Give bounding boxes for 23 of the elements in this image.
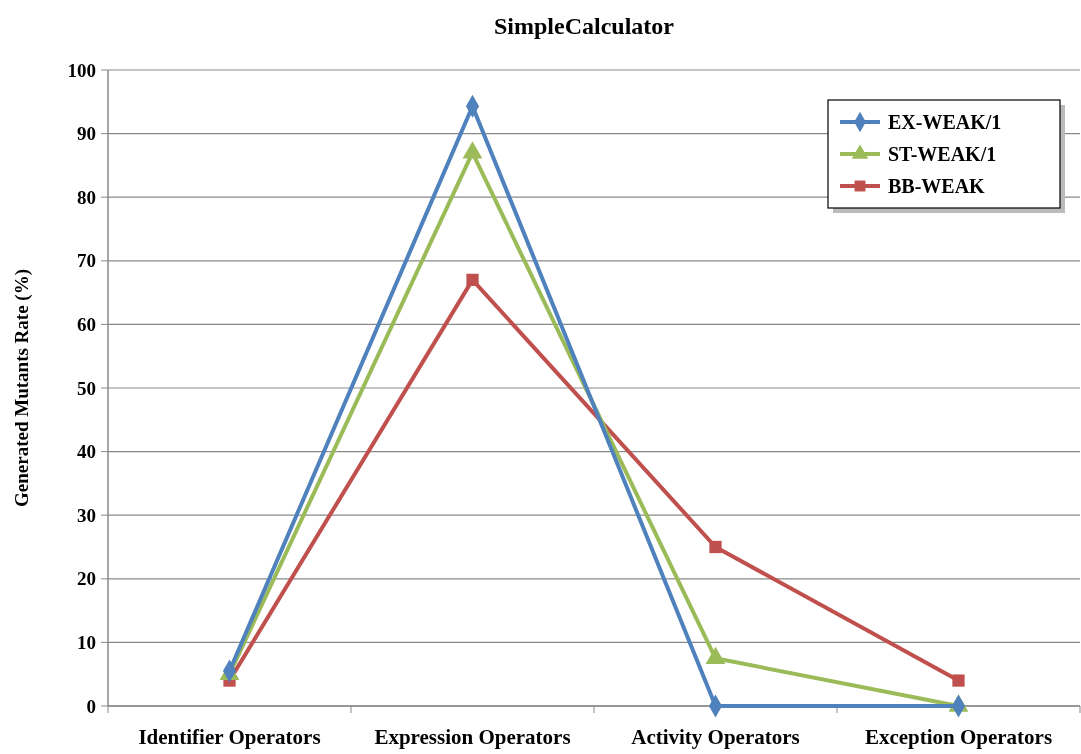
y-tick-label: 70 — [77, 250, 96, 272]
point — [952, 674, 965, 687]
legend-label: ST-WEAK/1 — [888, 143, 997, 165]
point — [709, 540, 722, 554]
legend-label: EX-WEAK/1 — [888, 111, 1002, 133]
x-tick-label: Expression Operators — [374, 725, 571, 749]
y-tick-label: 60 — [77, 314, 96, 336]
y-tick-label: 50 — [77, 377, 96, 399]
x-tick-label: Exception Operators — [864, 725, 1053, 749]
y-axis-title: Generated Mutants Rate (%) — [11, 269, 33, 507]
y-tick-label: 80 — [77, 186, 96, 208]
y-tick-label: 100 — [67, 59, 96, 81]
point — [466, 273, 479, 286]
y-tick-label: 20 — [77, 568, 96, 590]
y-tick-label: 40 — [77, 441, 96, 463]
x-tick-label: Activity Operators — [631, 725, 800, 749]
x-tick-label: Identifier Operators — [138, 725, 321, 749]
y-tick-label: 10 — [77, 632, 96, 654]
y-tick-label: 90 — [77, 123, 96, 145]
y-tick-label: 30 — [77, 504, 96, 526]
legend-label: BB-WEAK — [888, 175, 986, 197]
chart-title: SimpleCalculator — [494, 13, 675, 39]
y-tick-label: 0 — [86, 695, 96, 717]
